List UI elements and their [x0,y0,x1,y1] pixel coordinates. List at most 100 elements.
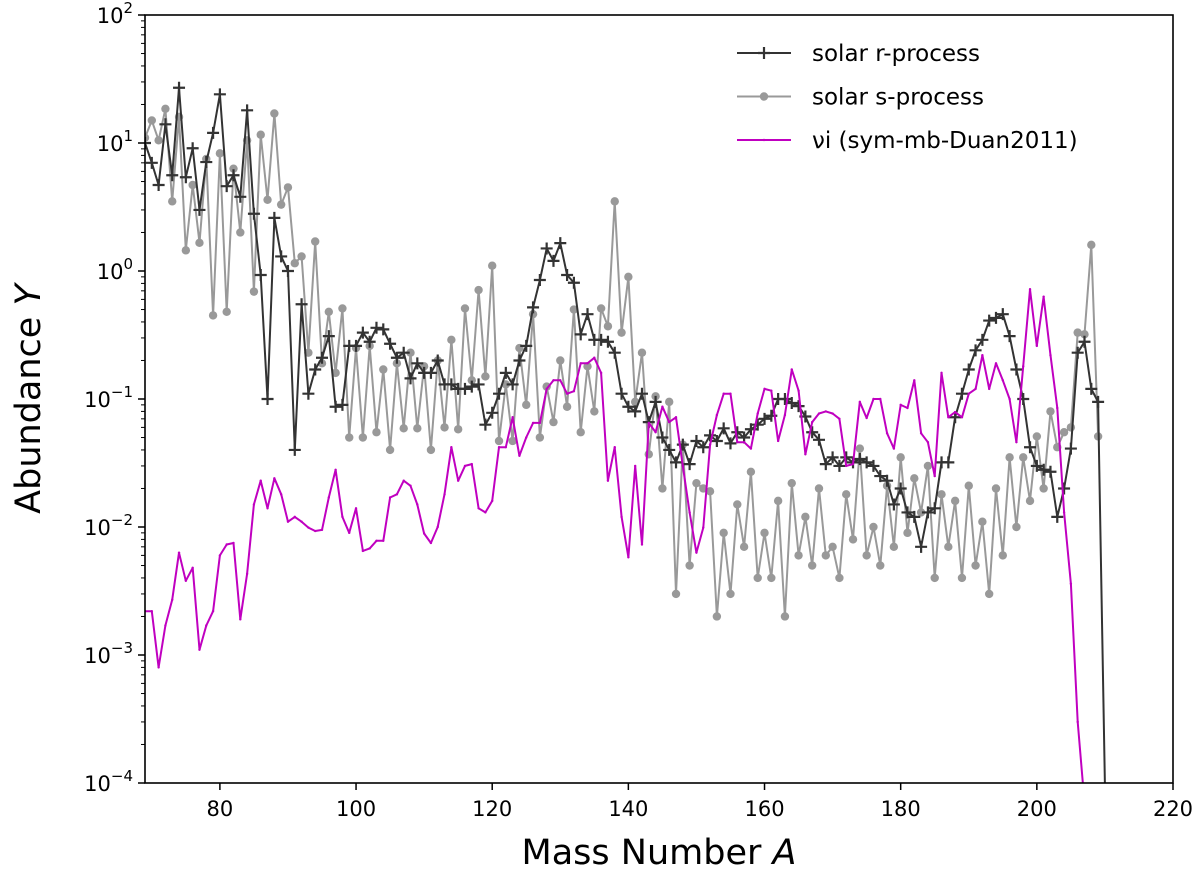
data-point [313,529,317,533]
data-point-circle [290,259,299,268]
data-point-circle [603,322,613,331]
data-point [382,539,385,543]
data-point [293,515,296,519]
y-tick-label: 10−3 [84,639,133,668]
data-point-plus [792,400,805,413]
data-point-plus [166,169,179,182]
data-point [763,387,766,391]
data-point [960,416,964,419]
data-point-circle [426,445,436,455]
data-point-plus [281,265,294,277]
data-point-plus [629,405,642,418]
data-point [742,440,746,444]
data-point [892,447,896,450]
data-point-plus [942,456,955,469]
data-point [790,368,793,371]
x-tick-label: 140 [608,797,648,821]
data-point [613,446,616,449]
data-point-plus [717,422,730,435]
data-point-circle [236,228,245,237]
y-tick-base: 10 [84,644,111,668]
data-point-plus [499,366,512,379]
data-point [545,387,548,391]
data-point [899,403,902,407]
data-point-plus [431,354,444,367]
data-point-circle [508,436,517,446]
data-point [1042,295,1045,298]
data-point-plus [1030,459,1043,472]
data-point-plus [261,393,274,405]
data-point-plus [983,314,996,327]
data-point [184,579,188,582]
data-point-circle [549,417,558,427]
data-point-plus [915,540,928,553]
data-point-plus [697,441,710,454]
x-axis-label-text: Mass Number [522,833,762,873]
data-point [205,624,208,627]
data-point-circle [324,307,334,317]
data-point [436,525,439,529]
data-point-circle [767,573,776,583]
data-point-circle [297,252,306,261]
data-point [171,598,174,601]
data-point-plus [152,178,165,191]
data-point [872,397,875,401]
data-point-plus [567,276,580,289]
x-tick-label: 200 [1017,797,1057,821]
data-point-plus [533,274,546,287]
data-point-plus [778,393,791,405]
x-tick-label: 100 [336,797,376,821]
data-point-plus [574,328,587,341]
data-point-plus [608,346,621,359]
data-point [443,493,446,496]
data-point-circle [644,450,653,459]
data-point-plus [887,498,900,511]
data-point [702,526,705,529]
data-point-circle [685,561,694,570]
data-point [1028,288,1032,291]
data-point-plus [268,211,281,224]
data-point [245,572,249,576]
data-point-circle [916,508,926,517]
data-point [416,503,419,506]
data-point [429,541,433,545]
data-point-plus [1058,482,1071,495]
data-point-circle [665,397,674,407]
data-point-plus [758,412,771,425]
data-point-plus [649,395,662,408]
data-point-circle [562,402,572,411]
data-point [695,551,698,554]
data-point-circle [372,428,381,437]
data-point-circle [705,487,715,496]
data-point-plus [1071,346,1084,359]
data-point-plus [493,387,506,400]
data-point [620,515,623,519]
data-point-circle [807,561,817,570]
data-point-circle [862,551,871,560]
data-point-plus [506,378,519,391]
data-point-circle [944,542,953,552]
data-point [974,387,977,391]
data-point-circle [848,535,858,544]
data-point [225,543,228,546]
data-point-plus [540,242,553,255]
data-point-plus [145,156,158,169]
data-point [491,499,494,503]
data-point-plus [561,269,574,282]
data-point-circle [222,307,231,317]
data-point-plus [486,406,499,419]
data-point-circle [869,522,878,532]
data-point-plus [370,321,383,334]
data-point-circle [453,425,463,434]
data-point [327,496,331,499]
data-point [586,362,589,365]
legend-label: νi (sym-mb-Duan2011) [812,128,1078,154]
data-point-plus [663,443,676,456]
data-point-plus [404,372,417,385]
data-point [770,389,773,392]
data-point [477,507,480,510]
data-point-plus [710,434,723,447]
data-point-circle [923,461,933,471]
data-point-circle [835,573,844,583]
data-point [688,511,691,514]
